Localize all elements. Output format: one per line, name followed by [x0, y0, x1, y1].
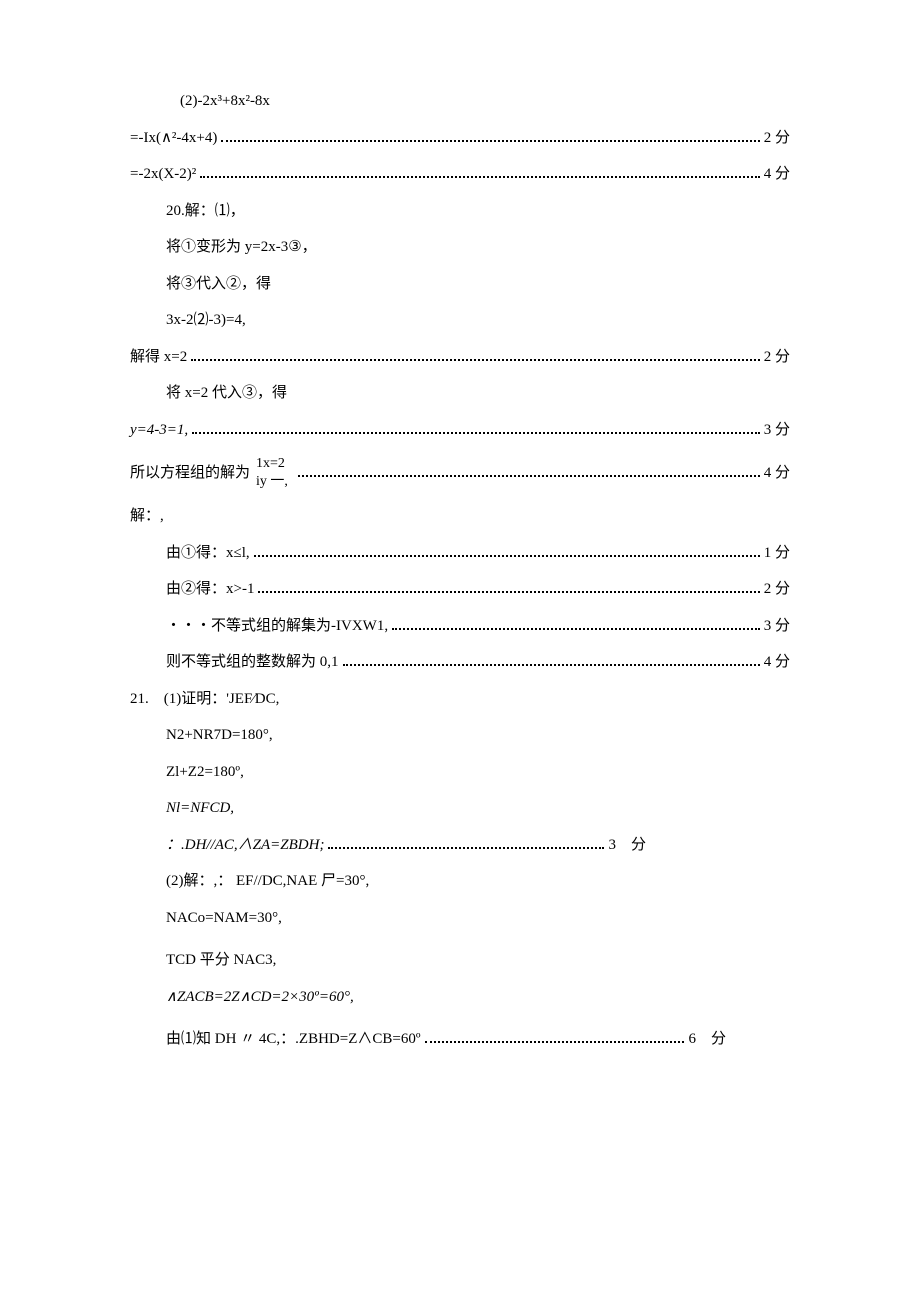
text: (2)解：,： EF//DC,NAE 尸=30°, — [166, 873, 369, 889]
score: 2 分 — [764, 578, 790, 601]
brace-label: 所以方程组的解为 — [130, 462, 250, 485]
text: Nl=NFCD, — [166, 800, 234, 816]
step-line: 解得 x=2 2 分 — [130, 346, 790, 369]
text: Zl+Z2=180º, — [166, 764, 244, 780]
score: 2 分 — [764, 346, 790, 369]
solution-brace: 所以方程组的解为 1x=2 iy 一, 4 分 — [130, 455, 790, 491]
brace-value-1: 1x=2 — [256, 455, 288, 473]
step-line: 由②得：x>-1 2 分 — [130, 578, 790, 601]
leader-dots — [392, 619, 760, 630]
leader-dots — [258, 582, 759, 593]
leader-dots — [425, 1032, 685, 1043]
text-line: N2+NR7D=180°, — [130, 724, 790, 747]
text-line: (2)解：,： EF//DC,NAE 尸=30°, — [130, 870, 790, 893]
step-line: =-Ix(∧²-4x+4) 2 分 — [130, 127, 790, 150]
leader-dots — [254, 546, 760, 557]
leader-dots — [221, 131, 759, 142]
step-line: 则不等式组的整数解为 0,1 4 分 — [130, 651, 790, 674]
text-line: TCD 平分 NAC3, — [130, 949, 790, 972]
text: 解得 x=2 — [130, 346, 187, 369]
text-line: 将 x=2 代入③，得 — [130, 382, 790, 405]
text: 则不等式组的整数解为 0,1 — [166, 651, 339, 674]
expr-line: (2)-2x³+8x²-8x — [130, 90, 790, 113]
text: NACo=NAM=30°, — [166, 910, 282, 926]
score: 3 分 — [608, 834, 646, 857]
step-line: ・・・不等式组的解集为-IVXW1, 3 分 — [130, 615, 790, 638]
leader-dots — [191, 350, 760, 361]
text: TCD 平分 NAC3, — [166, 952, 276, 968]
score: 2 分 — [764, 127, 790, 150]
score: 4 分 — [764, 462, 790, 485]
text: 21. (1)证明：'JEF∕DC, — [130, 691, 279, 707]
text: (2)-2x³+8x²-8x — [180, 93, 270, 109]
text: 将③代入②，得 — [166, 276, 271, 292]
leader-dots — [343, 655, 760, 666]
text-line: 将①变形为 y=2x-3③， — [130, 236, 790, 259]
text: 由⑴知 DH 〃 4C,：.ZBHD=Z∧CB=60º — [166, 1028, 421, 1051]
text-line: NACo=NAM=30°, — [130, 907, 790, 930]
brace-values: 1x=2 iy 一, — [256, 455, 288, 491]
step-line: =-2x(X-2)² 4 分 — [130, 163, 790, 186]
heading-line: 21. (1)证明：'JEF∕DC, — [130, 688, 790, 711]
text-line: Zl+Z2=180º, — [130, 761, 790, 784]
heading-line: 20.解：⑴， — [130, 200, 790, 223]
score: 3 分 — [764, 615, 790, 638]
score: 6 分 — [688, 1028, 726, 1051]
heading-line: 解：, — [130, 505, 790, 528]
step-line: y=4-3=1, 3 分 — [130, 419, 790, 442]
text: N2+NR7D=180°, — [166, 727, 273, 743]
text-line: 3x-2⑵-3)=4, — [130, 309, 790, 332]
text: ：.DH//AC,∧ZA=ZBDH; — [166, 834, 324, 857]
text-line: ∧ZACB=2Z∧CD=2×30º=60°, — [130, 986, 790, 1009]
step-line: 由①得：x≤l, 1 分 — [130, 542, 790, 565]
leader-dots — [192, 423, 760, 434]
text: ・・・不等式组的解集为-IVXW1, — [166, 615, 388, 638]
step-line: ：.DH//AC,∧ZA=ZBDH; 3 分 — [130, 834, 646, 857]
text: ∧ZACB=2Z∧CD=2×30º=60°, — [166, 989, 354, 1005]
text: 3x-2⑵-3)=4, — [166, 312, 246, 328]
text: 将 x=2 代入③，得 — [166, 385, 287, 401]
score: 4 分 — [764, 651, 790, 674]
text: =-Ix(∧²-4x+4) — [130, 127, 217, 150]
text: 将①变形为 y=2x-3③， — [166, 239, 317, 255]
text-line: 将③代入②，得 — [130, 273, 790, 296]
text: 由②得：x>-1 — [166, 578, 254, 601]
leader-dots — [298, 466, 760, 477]
step-line: 由⑴知 DH 〃 4C,：.ZBHD=Z∧CB=60º 6 分 — [130, 1028, 726, 1051]
leader-dots — [328, 838, 604, 849]
text-line: Nl=NFCD, — [130, 797, 790, 820]
leader-dots — [200, 167, 759, 178]
score: 1 分 — [764, 542, 790, 565]
score: 3 分 — [764, 419, 790, 442]
text: y=4-3=1, — [130, 419, 188, 442]
text: 解：, — [130, 508, 164, 524]
brace-value-2: iy 一, — [256, 473, 288, 491]
text: 20.解：⑴， — [166, 203, 245, 219]
text: =-2x(X-2)² — [130, 163, 196, 186]
text: 由①得：x≤l, — [166, 542, 250, 565]
score: 4 分 — [764, 163, 790, 186]
